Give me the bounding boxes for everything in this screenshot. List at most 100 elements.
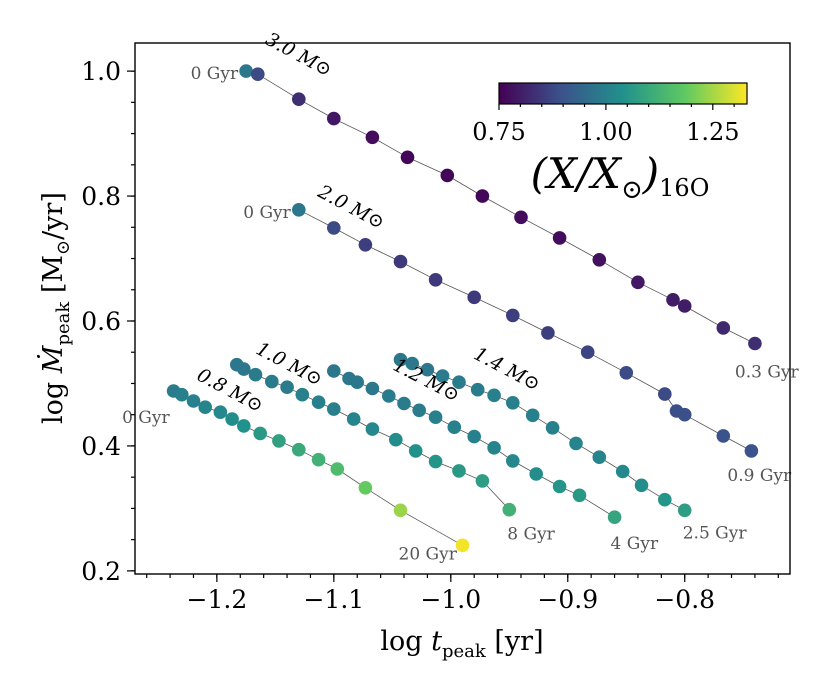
data-point — [186, 394, 201, 408]
colorbar-label: (X/X⊙)16O — [531, 149, 710, 205]
data-point — [658, 492, 672, 507]
data-point — [440, 168, 455, 183]
data-point — [529, 467, 543, 481]
data-point — [634, 478, 649, 493]
data-point — [358, 238, 373, 252]
data-point — [435, 369, 450, 383]
data-point — [327, 221, 341, 235]
data-point — [239, 64, 253, 78]
data-point — [506, 308, 520, 323]
data-point — [295, 387, 310, 402]
data-point — [253, 426, 267, 441]
data-point — [607, 510, 622, 524]
data-point — [452, 464, 466, 478]
data-point — [198, 400, 212, 415]
data-point — [365, 422, 380, 436]
data-point — [428, 273, 443, 287]
data-point — [175, 387, 189, 402]
age-label-end: 8 Gyr — [507, 525, 555, 545]
data-point — [541, 326, 555, 340]
data-point — [272, 434, 286, 448]
track-line — [333, 370, 615, 518]
data-point — [619, 366, 634, 380]
data-point — [475, 474, 490, 488]
data-point — [280, 380, 294, 395]
x-axis-ticks: −1.2 −1.1 −1.0 −0.9 −0.8 — [146, 574, 779, 614]
data-point — [400, 150, 415, 165]
colorbar: 0.75 1.00 1.25 (X/X⊙)16O — [472, 82, 748, 205]
y-tick-label: 0.2 — [81, 557, 121, 586]
y-tick-label: 1.0 — [81, 57, 121, 86]
data-point — [358, 481, 373, 495]
y-tick-label: 0.8 — [81, 182, 121, 211]
data-point — [552, 479, 567, 494]
data-point — [658, 387, 672, 401]
colorbar-gradient — [498, 82, 748, 105]
data-point — [408, 444, 423, 458]
data-point — [412, 403, 427, 418]
data-point — [592, 252, 607, 267]
x-tick-label: −1.0 — [420, 585, 481, 614]
data-point — [327, 364, 341, 378]
x-tick-label: −1.2 — [187, 585, 248, 614]
x-tick-label: −0.8 — [654, 585, 715, 614]
data-point — [666, 293, 680, 307]
series-label: 3.0 M⊙ — [262, 28, 336, 81]
x-axis-label: log tpeak [yr] — [380, 626, 543, 662]
data-point — [487, 441, 501, 455]
data-point — [250, 67, 265, 81]
age-label-start: 0 Gyr — [122, 408, 170, 428]
colorbar-tick-label: 1.25 — [686, 118, 739, 146]
data-point — [405, 356, 420, 371]
data-point — [677, 299, 692, 313]
colorbar-ticks: 0.75 1.00 1.25 — [472, 104, 740, 146]
data-point — [389, 432, 403, 447]
data-point — [545, 421, 560, 435]
data-point — [572, 488, 587, 503]
age-label-end: 4 Gyr — [611, 534, 659, 554]
data-point — [237, 362, 251, 376]
y-axis-label: log Ṁpeak [M⊙/yr] — [36, 192, 74, 424]
track-line — [236, 364, 510, 510]
data-point — [265, 374, 279, 389]
data-point — [311, 452, 326, 467]
data-point — [569, 436, 583, 451]
age-label-start: 0 Gyr — [243, 203, 291, 223]
data-point — [615, 464, 630, 479]
data-point — [502, 502, 517, 517]
data-point — [525, 408, 540, 423]
data-point — [744, 444, 759, 458]
data-point — [213, 405, 228, 420]
age-label-end: 0.3 Gyr — [735, 362, 800, 382]
data-point — [475, 189, 490, 203]
x-tick-label: −0.9 — [537, 585, 598, 614]
x-tick-label: −1.1 — [303, 585, 364, 614]
data-point — [467, 429, 482, 444]
data-point — [428, 454, 443, 469]
data-point — [393, 352, 408, 367]
data-point — [514, 210, 528, 225]
colorbar-tick-label: 1.00 — [579, 118, 632, 146]
series-label: 2.0 M⊙ — [314, 180, 388, 234]
data-point — [428, 410, 443, 425]
data-point — [327, 402, 341, 416]
age-label-start: 0 Gyr — [191, 64, 239, 84]
data-point — [470, 382, 485, 397]
data-point — [506, 396, 520, 410]
data-point — [292, 92, 306, 106]
data-point — [592, 450, 607, 465]
age-label-end: 20 Gyr — [399, 544, 458, 564]
data-point — [748, 336, 762, 351]
plot-frame — [134, 42, 791, 575]
data-point — [631, 275, 645, 290]
data-point — [393, 254, 408, 269]
data-point — [248, 367, 263, 382]
data-point — [487, 388, 501, 403]
y-tick-label: 0.6 — [81, 307, 121, 336]
data-point — [365, 381, 380, 396]
data-point — [677, 503, 692, 518]
data-point — [716, 429, 731, 443]
data-point — [716, 321, 731, 335]
